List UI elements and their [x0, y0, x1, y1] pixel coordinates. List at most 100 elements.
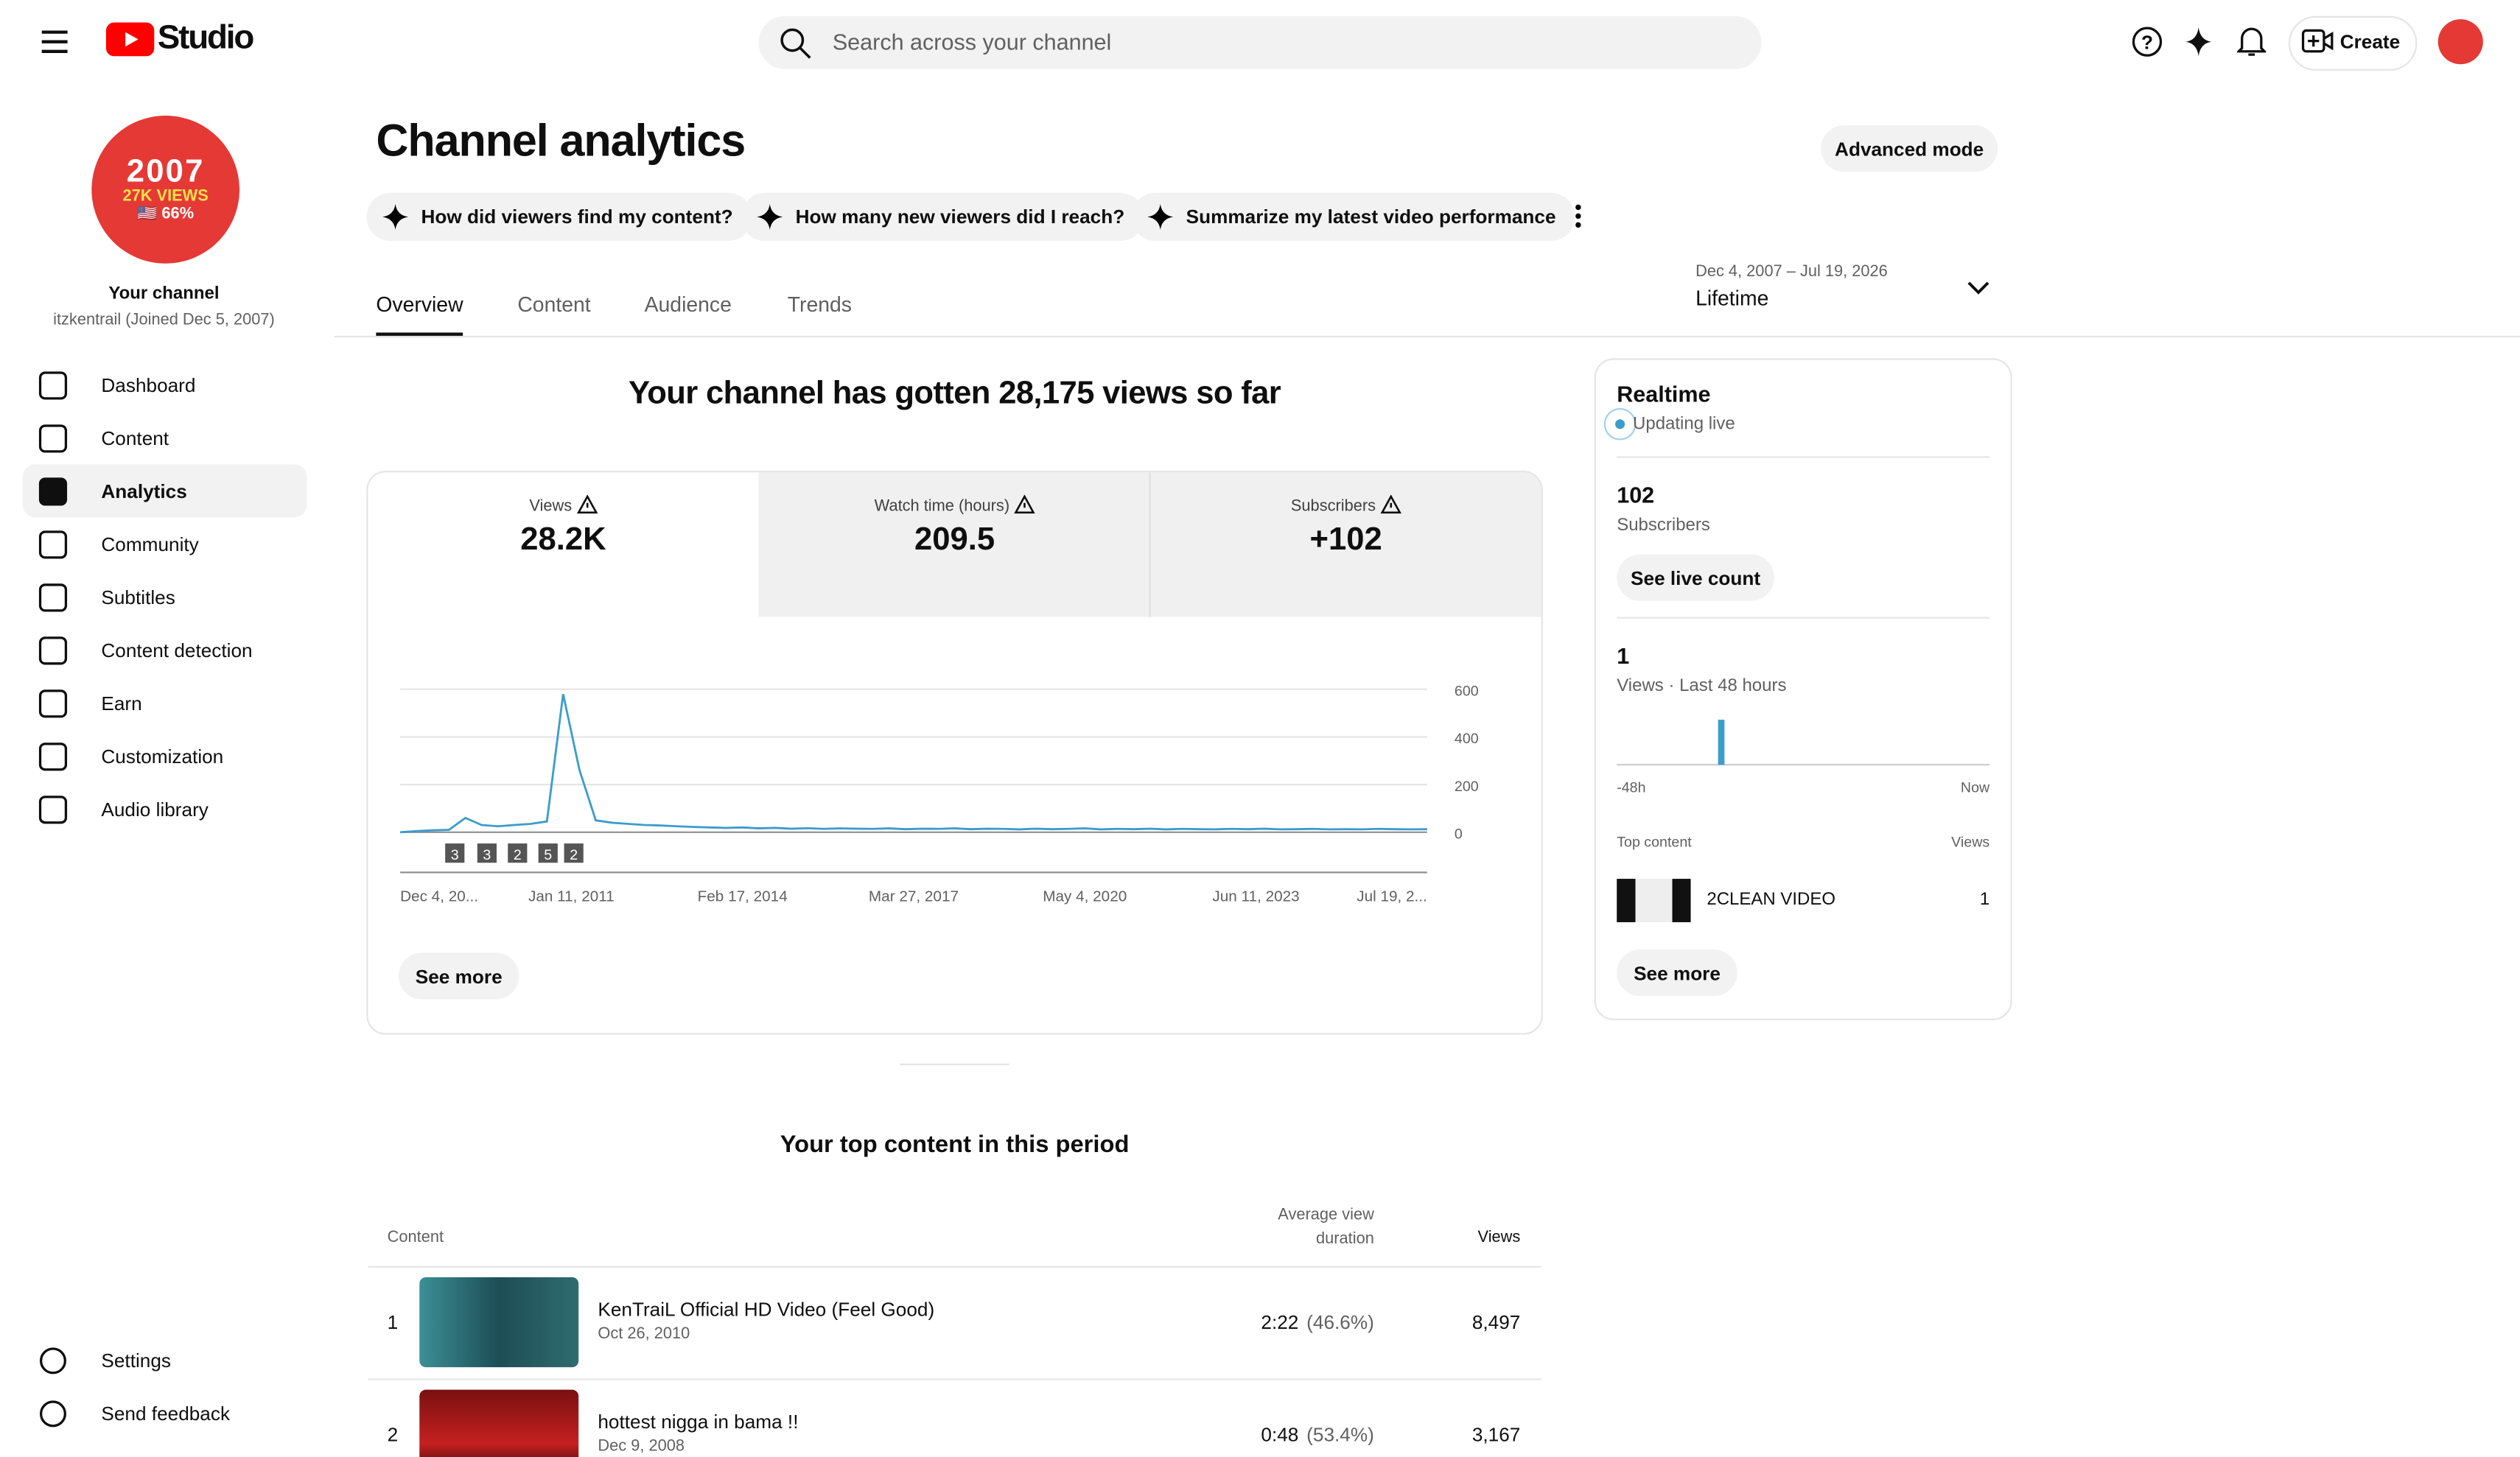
row-divider — [368, 1378, 1541, 1380]
row-title[interactable]: hottest nigga in bama !! — [598, 1411, 799, 1433]
date-range[interactable]: Dec 4, 2007 – Jul 19, 2026 — [1695, 263, 1888, 281]
chip-label: How did viewers find my content? — [421, 206, 733, 228]
row-duration: 2:22 — [1261, 1310, 1299, 1334]
advanced-mode-button[interactable]: Advanced mode — [1821, 125, 1998, 172]
row-pct: (53.4%) — [1306, 1423, 1374, 1447]
nav-label: Settings — [101, 1349, 171, 1372]
sparkle-icon — [382, 204, 409, 230]
row-date: Oct 26, 2010 — [598, 1325, 690, 1344]
views-line — [400, 693, 1427, 834]
views-48h-label: Views · Last 48 hours — [1617, 676, 1787, 696]
channel-avatar[interactable]: 2007 27K VIEWS 🇺🇸 66% — [91, 116, 239, 264]
annotation-label: 2 — [570, 847, 578, 863]
tabs-divider — [334, 335, 2520, 338]
metric-value: 209.5 — [914, 522, 995, 558]
annotation-label: 5 — [544, 847, 552, 863]
x-tick-label: Jan 11, 2011 — [528, 888, 615, 905]
nav-label: Dashboard — [101, 373, 196, 396]
tab[interactable]: Content — [517, 292, 591, 317]
chevron-icon[interactable] — [1967, 280, 1990, 296]
rt-axis-end: Now — [1960, 779, 1990, 796]
rt-bar — [1718, 720, 1725, 765]
rt-top-title[interactable]: 2CLEAN VIDEO — [1707, 890, 1836, 910]
ai-chip[interactable]: How many new viewers did I reach? — [741, 192, 1144, 242]
y-tick-label: 200 — [1455, 779, 1479, 795]
avatar-year: 2007 — [126, 154, 205, 190]
views-col: Views — [1951, 834, 1990, 850]
x-tick-label: Feb 17, 2014 — [698, 888, 788, 905]
annotation-label: 3 — [483, 847, 491, 863]
col-content: Content — [387, 1229, 444, 1247]
tab[interactable]: Overview — [376, 292, 463, 317]
row-thumbnail[interactable] — [419, 1277, 579, 1368]
create-button[interactable] — [2288, 15, 2418, 71]
ai-chip[interactable]: How did viewers find my content? — [366, 192, 752, 242]
nav-icon — [39, 1400, 66, 1427]
nav-item[interactable]: Customization — [23, 729, 307, 782]
logo-icon[interactable] — [105, 22, 155, 57]
rt-thumbnail[interactable] — [1617, 879, 1691, 922]
nav-icon — [38, 530, 68, 558]
nav-item[interactable]: Content detection — [23, 623, 307, 676]
see-more-button[interactable]: See more — [398, 952, 519, 1000]
nav-item[interactable]: Earn — [23, 676, 307, 729]
nav-icon — [38, 636, 68, 664]
rt-see-more[interactable]: See more — [1617, 949, 1737, 997]
ai-chip[interactable]: Summarize my latest video performance — [1131, 192, 1575, 242]
col-views: Views — [1477, 1229, 1521, 1247]
sparkle-icon[interactable] — [2184, 26, 2213, 58]
bell-icon[interactable] — [2237, 24, 2267, 60]
nav-label: Content detection — [101, 638, 253, 661]
tab[interactable]: Audience — [644, 292, 732, 317]
sparkle-icon — [757, 204, 783, 230]
annotation-box — [445, 843, 465, 863]
nav-label: Earn — [101, 691, 142, 715]
metric-divider — [1149, 472, 1151, 617]
account-avatar[interactable] — [2437, 19, 2483, 65]
search-icon — [780, 28, 811, 59]
nav-item[interactable]: Send feedback — [23, 1386, 307, 1439]
nav-item[interactable]: Community — [23, 517, 307, 570]
x-tick-label: May 4, 2020 — [1043, 888, 1127, 905]
chip-label: Summarize my latest video performance — [1186, 206, 1556, 228]
chip-label: How many new viewers did I reach? — [795, 206, 1125, 228]
annotation-box — [508, 843, 528, 863]
nav-item[interactable]: Subtitles — [23, 570, 307, 623]
more-icon[interactable] — [1573, 203, 1583, 231]
annotation-box — [538, 843, 558, 863]
overview-card — [366, 471, 1543, 1035]
channel-sub: itzkentrail (Joined Dec 5, 2007) — [53, 312, 275, 330]
help-icon[interactable]: ? — [2131, 26, 2163, 58]
avatar-pct: 🇺🇸 66% — [137, 205, 195, 223]
date-label[interactable]: Lifetime — [1695, 286, 1769, 310]
nav-icon — [39, 1347, 66, 1374]
metric-value: +102 — [1309, 522, 1382, 558]
menu-icon[interactable] — [41, 29, 69, 55]
x-tick-label: Jul 19, 2... — [1357, 888, 1427, 905]
row-title[interactable]: KenTraiL Official HD Video (Feel Good) — [598, 1298, 935, 1321]
tab[interactable]: Trends — [787, 292, 852, 317]
search-placeholder[interactable]: Search across your channel — [832, 29, 1112, 55]
warning-icon — [1380, 494, 1401, 514]
sparkle-icon — [1147, 204, 1174, 230]
views-48h: 1 — [1617, 642, 1630, 669]
nav-item[interactable]: Settings — [23, 1333, 307, 1386]
rt-axis-start: -48h — [1617, 779, 1646, 796]
nav-item[interactable]: Content — [23, 411, 307, 464]
create-label[interactable]: Create — [2339, 30, 2401, 53]
see-live-button[interactable]: See live count — [1617, 554, 1774, 601]
nav-item[interactable]: Dashboard — [23, 358, 307, 411]
row-divider — [368, 1265, 1541, 1268]
row-thumbnail[interactable] — [419, 1389, 579, 1457]
search-box[interactable] — [758, 15, 1762, 69]
headline: Your channel has gotten 28,175 views so … — [629, 376, 1281, 412]
logo-text[interactable]: Studio — [157, 19, 255, 57]
annotation-box — [477, 843, 497, 863]
nav-label: Send feedback — [101, 1402, 231, 1425]
subscriber-count: 102 — [1617, 482, 1655, 508]
row-date: Dec 9, 2008 — [598, 1438, 685, 1456]
nav-item[interactable]: Analytics — [22, 464, 307, 518]
nav-item[interactable]: Audio library — [23, 782, 307, 835]
